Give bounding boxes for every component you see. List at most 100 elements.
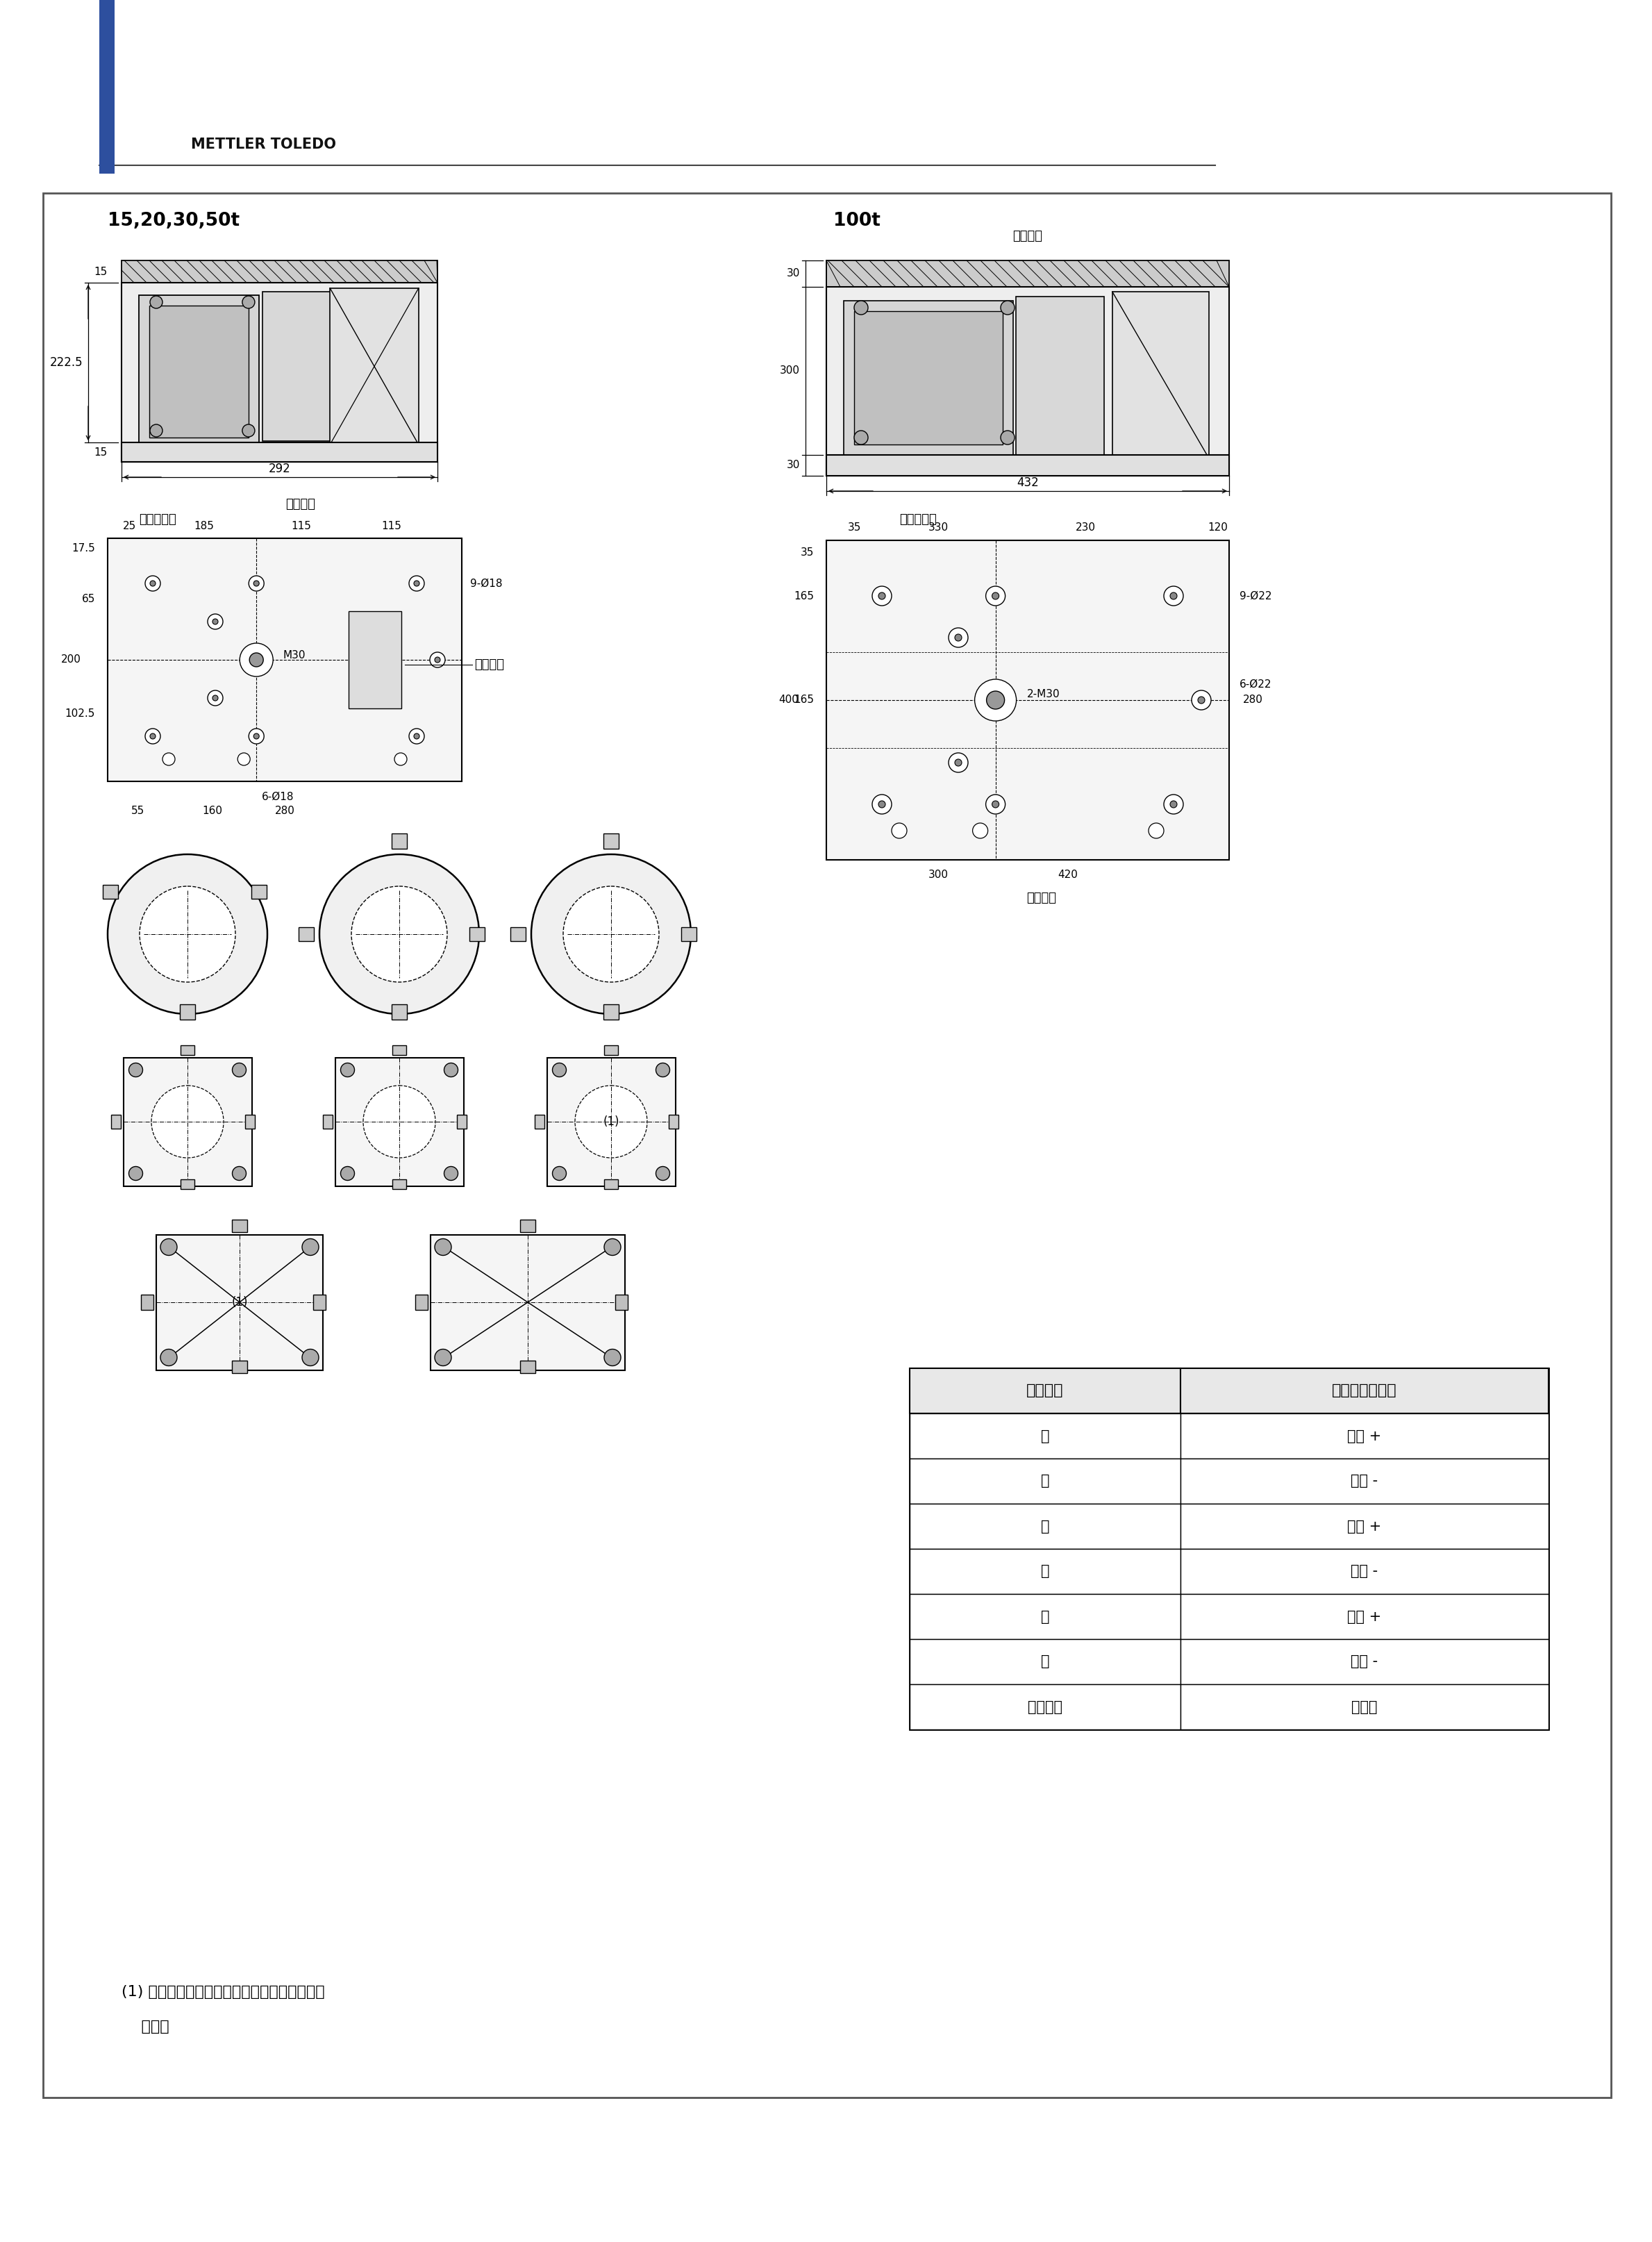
Circle shape — [160, 1240, 177, 1256]
Text: 65: 65 — [81, 594, 96, 605]
Circle shape — [986, 691, 1004, 708]
Text: 传感器中心: 传感器中心 — [899, 513, 937, 527]
Circle shape — [854, 300, 867, 314]
Circle shape — [444, 1166, 458, 1179]
Text: 绿: 绿 — [1041, 1428, 1049, 1444]
Bar — [615, 1294, 628, 1309]
Circle shape — [213, 695, 218, 702]
Circle shape — [302, 1240, 319, 1256]
Bar — [231, 1220, 248, 1231]
Circle shape — [1001, 430, 1014, 444]
Text: 反馈 -: 反馈 - — [1351, 1565, 1378, 1578]
Text: (1): (1) — [231, 1296, 248, 1309]
Text: 蓝: 蓝 — [1041, 1565, 1049, 1578]
Text: 200: 200 — [61, 655, 81, 666]
Circle shape — [129, 1063, 142, 1076]
Circle shape — [249, 576, 264, 592]
Circle shape — [1163, 794, 1183, 814]
Circle shape — [213, 619, 218, 626]
Text: 35: 35 — [847, 522, 861, 534]
Text: 黄（长）: 黄（长） — [1028, 1699, 1062, 1713]
Text: 400: 400 — [778, 695, 798, 706]
Circle shape — [302, 1350, 319, 1365]
Bar — [910, 1368, 1548, 1729]
Bar — [392, 1004, 406, 1020]
Circle shape — [233, 1063, 246, 1076]
Bar — [107, 538, 463, 782]
Bar — [111, 1114, 121, 1128]
Circle shape — [249, 729, 264, 744]
Text: 激励 +: 激励 + — [1348, 1428, 1381, 1444]
Bar — [910, 1639, 1181, 1684]
Bar — [605, 1179, 618, 1188]
Text: 30: 30 — [786, 269, 800, 278]
Text: 垂直限位: 垂直限位 — [1013, 231, 1042, 242]
Bar — [392, 834, 406, 850]
Text: 9-Ø22: 9-Ø22 — [1239, 590, 1272, 601]
Circle shape — [879, 800, 885, 807]
Bar — [244, 1114, 254, 1128]
Text: 115: 115 — [382, 520, 401, 531]
Circle shape — [410, 576, 425, 592]
Bar — [180, 1179, 195, 1188]
Text: 280: 280 — [1242, 695, 1264, 706]
Text: 黑: 黑 — [1041, 1475, 1049, 1489]
Bar — [335, 1058, 464, 1186]
Text: 222.5: 222.5 — [50, 356, 83, 368]
Text: 35: 35 — [800, 547, 814, 558]
Bar — [910, 1412, 1181, 1460]
Text: 300: 300 — [780, 365, 800, 377]
Text: 红: 红 — [1041, 1655, 1049, 1668]
Text: 限位。: 限位。 — [122, 2020, 169, 2033]
Text: 15: 15 — [94, 267, 107, 276]
Text: 30: 30 — [786, 460, 800, 471]
Circle shape — [955, 760, 961, 767]
Circle shape — [975, 679, 1016, 722]
Text: 信号 +: 信号 + — [1348, 1610, 1381, 1623]
Circle shape — [993, 592, 999, 599]
Circle shape — [1001, 300, 1014, 314]
Text: M30: M30 — [282, 650, 306, 661]
Circle shape — [395, 753, 406, 765]
Bar — [1181, 1412, 1548, 1460]
Circle shape — [656, 1166, 669, 1179]
Text: 侧向限位: 侧向限位 — [1026, 892, 1057, 904]
Circle shape — [249, 652, 263, 666]
Text: 17.5: 17.5 — [71, 543, 96, 554]
Circle shape — [444, 1063, 458, 1076]
Bar — [910, 1549, 1181, 1594]
Text: 165: 165 — [793, 592, 814, 601]
Bar — [534, 1114, 544, 1128]
Bar — [910, 1368, 1181, 1412]
Bar — [392, 1045, 406, 1054]
Bar — [392, 1179, 406, 1188]
Text: 6-Ø22: 6-Ø22 — [1239, 679, 1272, 688]
Circle shape — [552, 1063, 567, 1076]
Text: (1) 布置时，四只称重模块中有一只应去掉侧向: (1) 布置时，四只称重模块中有一只应去掉侧向 — [122, 1984, 325, 2000]
Circle shape — [160, 1350, 177, 1365]
Circle shape — [319, 854, 479, 1013]
Circle shape — [340, 1166, 355, 1179]
Circle shape — [434, 1350, 451, 1365]
Text: 白: 白 — [1041, 1610, 1049, 1623]
Bar — [1181, 1549, 1548, 1594]
Text: 侧向限位: 侧向限位 — [474, 659, 504, 670]
Bar — [231, 1361, 248, 1372]
Bar — [415, 1294, 428, 1309]
Bar — [826, 287, 1229, 475]
Bar — [1181, 1639, 1548, 1684]
Circle shape — [150, 424, 162, 437]
Bar — [180, 1045, 195, 1054]
Circle shape — [107, 854, 268, 1013]
Text: 15: 15 — [94, 446, 107, 457]
Circle shape — [254, 581, 259, 585]
Bar — [299, 928, 314, 942]
Circle shape — [340, 1063, 355, 1076]
Text: 6-Ø18: 6-Ø18 — [261, 791, 294, 803]
Circle shape — [656, 1063, 669, 1076]
Bar — [1112, 291, 1209, 457]
Bar — [322, 1114, 332, 1128]
Text: 屏蔽线: 屏蔽线 — [1351, 1699, 1378, 1713]
Circle shape — [563, 886, 659, 982]
Bar — [102, 886, 119, 899]
